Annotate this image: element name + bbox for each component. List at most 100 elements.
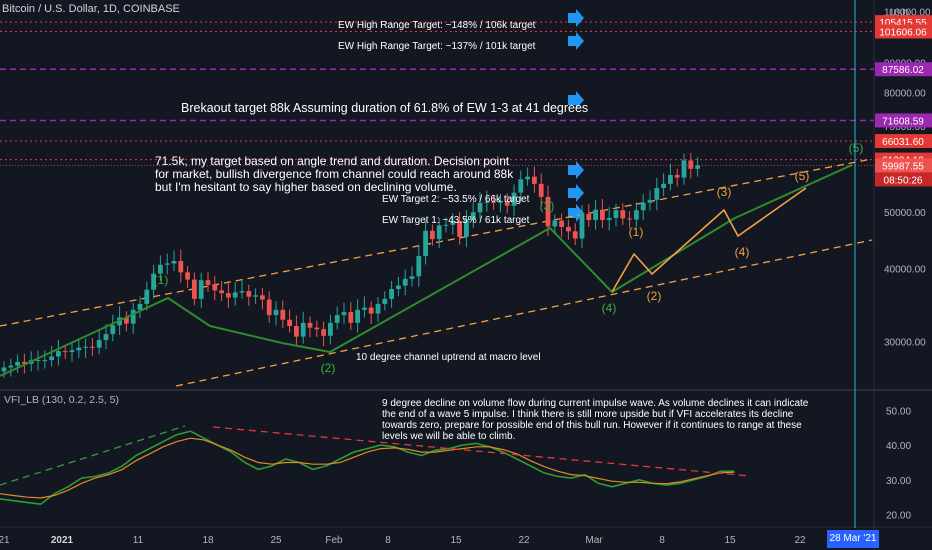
candle-body xyxy=(198,280,204,299)
last-price-tag xyxy=(875,158,932,173)
time-tick-label: 8 xyxy=(385,535,391,546)
candle-body xyxy=(348,312,354,323)
candle-body xyxy=(593,209,598,221)
target-arrow-icon xyxy=(568,184,584,202)
ew-high-range-148-note: EW High Range Target: ~148% / 106k targe… xyxy=(338,20,536,31)
wave-label: (5) xyxy=(795,169,810,183)
candle-body xyxy=(436,225,442,240)
candle-body xyxy=(232,292,238,298)
candle-body xyxy=(443,224,449,226)
candle-body xyxy=(566,226,571,232)
candle-body xyxy=(484,201,490,203)
candle-body xyxy=(504,200,510,206)
projection-path xyxy=(611,187,807,293)
candle-body xyxy=(69,350,75,353)
candle-body xyxy=(62,351,68,353)
symbol-title: Bitcoin / U.S. Dollar, 1D, COINBASE xyxy=(2,3,180,15)
candle-body xyxy=(22,361,27,364)
candle-body xyxy=(49,356,54,361)
time-tick-label: 15 xyxy=(724,535,736,546)
price-tick-label: 110000.00 xyxy=(884,7,931,18)
candle-body xyxy=(545,196,551,227)
candle-body xyxy=(307,322,313,328)
target-level-label: 101606.06 xyxy=(879,27,927,38)
target-arrow-icon xyxy=(568,161,584,179)
candle-body xyxy=(416,256,422,277)
candle-body xyxy=(674,174,680,178)
candle-body xyxy=(96,339,102,348)
candle-body xyxy=(661,183,666,188)
candle-body xyxy=(362,307,367,310)
candle-body xyxy=(647,199,653,203)
time-tick-label: 22 xyxy=(794,535,806,546)
candle-body xyxy=(328,322,333,336)
candle-body xyxy=(185,272,190,280)
candle-body xyxy=(375,303,381,314)
candle-body xyxy=(294,326,299,337)
candle-body xyxy=(572,231,578,239)
candle-body xyxy=(552,220,558,227)
candle-body xyxy=(498,200,503,203)
candle-body xyxy=(287,319,292,327)
candle-body xyxy=(579,213,585,239)
vfi-tick-label: 20.00 xyxy=(886,511,911,522)
angle-target-note: 71.5k, my target based on angle trend an… xyxy=(155,154,514,194)
ew-target-1-note: EW Target 1: ~43.5% / 61k target xyxy=(382,215,530,226)
wave-label: (2) xyxy=(321,361,336,375)
candle-body xyxy=(450,221,456,225)
wave-label: (1) xyxy=(629,225,644,239)
time-tick-label: 8 xyxy=(659,535,665,546)
target-arrow-icon xyxy=(568,91,584,109)
vfi-decline-note: 9 degree decline on volume flow during c… xyxy=(382,398,809,442)
candle-body xyxy=(518,179,524,193)
candle-body xyxy=(151,273,156,290)
channel-uptrend-note: 10 degree channel uptrend at macro level xyxy=(356,352,541,363)
candle-body xyxy=(130,309,136,324)
time-tick-label: 11 xyxy=(133,535,144,546)
time-tick-label: 15 xyxy=(450,535,462,546)
candle-body xyxy=(124,317,129,324)
candle-body xyxy=(15,361,20,366)
candle-body xyxy=(430,230,435,240)
candle-body xyxy=(470,212,476,220)
target-level-tag xyxy=(875,134,932,149)
candle-body xyxy=(620,210,626,219)
candle-body xyxy=(538,183,544,197)
time-tick-label: 25 xyxy=(270,535,282,546)
candle-body xyxy=(110,325,116,335)
candle-body xyxy=(511,192,517,206)
vfi-tick-label: 40.00 xyxy=(886,441,911,452)
price-tick-label: 40000.00 xyxy=(884,265,926,276)
candle-body xyxy=(559,220,564,227)
target-level-label: 71608.59 xyxy=(882,116,924,127)
time-tick-label: 18 xyxy=(202,535,214,546)
candle-body xyxy=(464,219,469,237)
candle-body xyxy=(42,360,48,362)
target-level-tag xyxy=(875,113,932,128)
target-level-tag xyxy=(875,24,932,39)
wave-label: (4) xyxy=(735,245,750,259)
candle-body xyxy=(600,209,605,221)
candle-body xyxy=(158,264,163,274)
candle-body xyxy=(402,278,408,286)
candle-body xyxy=(688,160,694,169)
wave-label: (3) xyxy=(717,185,732,199)
price-tick-label: 80000.00 xyxy=(884,88,926,99)
candle-body xyxy=(137,303,143,310)
candle-body xyxy=(613,210,619,218)
candle-body xyxy=(239,291,245,293)
time-tick-label: 2021 xyxy=(51,535,74,546)
breakout-target-note: Brekaout target 88k Assuming duration of… xyxy=(181,101,589,115)
candle-body xyxy=(321,329,326,336)
candle-body xyxy=(681,160,687,178)
candle-body xyxy=(355,309,360,323)
time-tick-label: Feb xyxy=(325,535,343,546)
time-tick-label: 21 xyxy=(0,535,10,546)
candle-body xyxy=(212,284,218,291)
crosshair-date-badge: 28 Mar '21 xyxy=(827,530,879,548)
price-unit-label: USD xyxy=(889,8,909,19)
candle-body xyxy=(314,327,320,330)
candle-body xyxy=(266,299,272,316)
